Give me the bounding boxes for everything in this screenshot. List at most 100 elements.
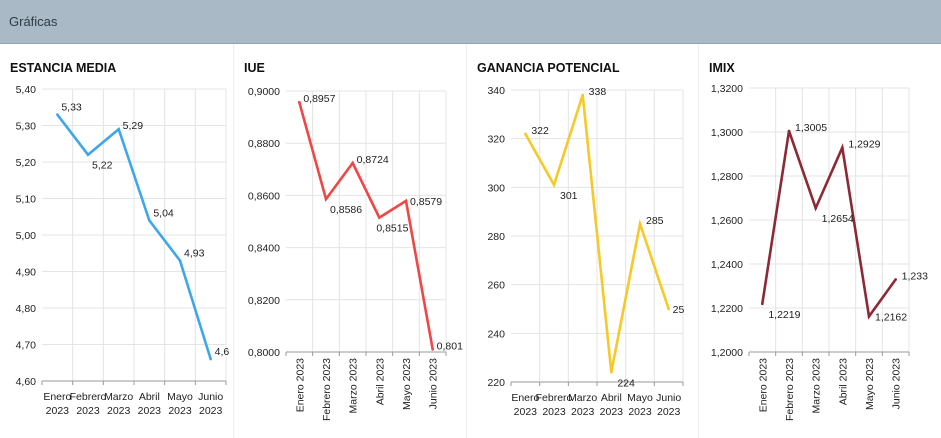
x-tick-label: Abril (601, 392, 622, 404)
panel-divider (233, 44, 234, 438)
data-point (638, 222, 642, 226)
y-tick-label: 4,60 (16, 376, 37, 388)
chart-title: IUE (244, 61, 265, 75)
x-tick-label: Marzo (568, 392, 597, 404)
chart-svg: 5,40 5,30 5,20 5,10 5,00 4,90 4,80 4,70 4,60 Ener… (16, 84, 230, 417)
y-tick-label: 220 (487, 377, 505, 389)
y-tick-label: 4,90 (16, 267, 37, 279)
series-line (524, 94, 670, 373)
y-tick-label: 340 (487, 85, 505, 97)
x-tick-label: Mayo 2023 (401, 358, 413, 410)
x-tick-label: 2023 (107, 405, 131, 417)
data-point (148, 219, 151, 222)
y-tick-label: 260 (487, 280, 505, 292)
x-tick-label: 2023 (199, 405, 223, 417)
x-tick-label: Junio 2023 (428, 358, 440, 410)
data-point (581, 93, 584, 97)
data-label: 285 (646, 215, 664, 227)
x-tick-label: 2023 (138, 405, 162, 417)
x-tick-label: Marzo 2023 (811, 358, 823, 414)
data-label: 1,2162 (875, 311, 907, 323)
data-point (178, 259, 182, 262)
data-label: 5,04 (153, 207, 174, 219)
x-tick-label: Enero (43, 391, 71, 403)
data-point (86, 153, 90, 156)
data-label: 322 (531, 125, 549, 137)
data-label: 0,801 (437, 340, 463, 352)
data-point (378, 216, 381, 219)
data-point (610, 370, 613, 374)
data-label: 25 (673, 304, 685, 316)
section-header: Gráficas (0, 0, 941, 44)
data-point (894, 278, 897, 281)
data-label: 301 (560, 190, 578, 202)
y-tick-label: 300 (487, 182, 505, 194)
x-tick-label: 2023 (76, 405, 100, 417)
x-tick-label: Febrero (70, 391, 107, 403)
data-label: 4,6 (215, 346, 230, 358)
y-tick-label: 0,8000 (248, 347, 280, 359)
x-tick-label: 2023 (514, 406, 538, 418)
x-tick-label: 2023 (600, 406, 624, 418)
data-point (841, 146, 844, 149)
chart-title: ESTANCIA MEDIA (10, 61, 117, 75)
chart-panel-ganancia-potencial: GANANCIA POTENCIAL 340 320 300 280 260 240 220… (467, 44, 698, 438)
y-tick-label: 1,2000 (711, 347, 743, 359)
x-tick-label: Junio 2023 (891, 358, 903, 410)
y-tick-label: 320 (487, 134, 505, 146)
data-label: 4,93 (184, 248, 205, 260)
data-label: 1,3005 (795, 122, 827, 134)
section-title: Gráficas (9, 14, 58, 29)
data-label: 0,8579 (410, 196, 442, 208)
y-tick-label: 5,00 (16, 230, 37, 242)
data-label: 0,8586 (330, 204, 362, 216)
data-point (298, 100, 301, 104)
chart-panel-iue: IUE 0,9000 0,8800 0,8600 0,8400 0,8200 0,8000… (234, 44, 466, 438)
x-tick-label: Abril 2023 (374, 358, 386, 405)
x-tick-label: 2023 (657, 406, 681, 418)
chart-title: IMIX (709, 61, 735, 75)
x-tick-label: 2023 (628, 406, 652, 418)
chart-svg: 340320300280260240220Enero2023Febrero202… (487, 85, 685, 418)
x-tick-label: 2023 (542, 406, 566, 418)
series-line (298, 101, 434, 350)
data-label: 0,8957 (303, 93, 335, 105)
y-tick-label: 1,2200 (711, 303, 743, 315)
data-point (787, 129, 791, 133)
chart-title: GANANCIA POTENCIAL (477, 61, 620, 75)
x-tick-label: Febrero (536, 392, 573, 404)
y-tick-label: 5,10 (16, 194, 37, 206)
data-point (761, 302, 764, 306)
y-tick-label: 5,30 (16, 121, 37, 133)
y-tick-label: 0,8400 (248, 243, 280, 255)
x-tick-label: Abril 2023 (837, 358, 849, 405)
data-label: 338 (589, 86, 607, 98)
x-tick-label: Mayo 2023 (864, 358, 876, 410)
x-tick-label: Abril (139, 391, 160, 403)
chart-svg: 0,9000 0,8800 0,8600 0,8400 0,8200 0,8000 Ener… (248, 86, 463, 421)
y-tick-label: 240 (487, 328, 505, 340)
series-line (56, 113, 212, 360)
data-point (117, 127, 120, 131)
data-point (867, 315, 871, 318)
x-tick-label: Marzo (104, 391, 133, 403)
y-tick-label: 280 (487, 231, 505, 243)
data-point (404, 199, 408, 203)
x-tick-label: Febrero 2023 (321, 358, 333, 421)
x-tick-label: 2023 (168, 405, 192, 417)
series-line (761, 130, 897, 320)
data-label: 224 (617, 377, 635, 389)
data-label: 1,2219 (768, 309, 800, 321)
data-label: 1,2929 (848, 139, 880, 151)
data-point (431, 348, 434, 351)
data-label: 5,33 (61, 102, 82, 114)
data-point (552, 183, 556, 187)
data-point (667, 307, 670, 311)
x-tick-label: 2023 (571, 406, 595, 418)
data-point (814, 206, 817, 210)
data-label: 0,8724 (357, 154, 389, 166)
x-tick-label: Mayo (627, 392, 653, 404)
data-label: 1,233 (902, 270, 928, 282)
chart-svg: 1,3200 1,3000 1,2800 1,2600 1,2400 1,2200 1,20… (711, 83, 928, 421)
data-point (524, 132, 527, 136)
